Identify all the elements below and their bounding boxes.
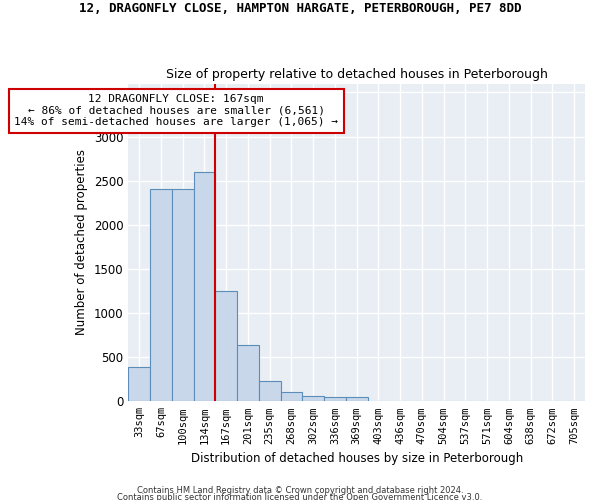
Bar <box>281 392 302 402</box>
Text: Contains HM Land Registry data © Crown copyright and database right 2024.: Contains HM Land Registry data © Crown c… <box>137 486 463 495</box>
Bar <box>259 381 281 402</box>
Title: Size of property relative to detached houses in Peterborough: Size of property relative to detached ho… <box>166 68 548 81</box>
Bar <box>302 396 324 402</box>
Text: 12 DRAGONFLY CLOSE: 167sqm
← 86% of detached houses are smaller (6,561)
14% of s: 12 DRAGONFLY CLOSE: 167sqm ← 86% of deta… <box>14 94 338 128</box>
Bar <box>324 397 346 402</box>
Bar <box>215 291 237 402</box>
Y-axis label: Number of detached properties: Number of detached properties <box>75 150 88 336</box>
Text: Contains public sector information licensed under the Open Government Licence v3: Contains public sector information licen… <box>118 494 482 500</box>
Bar <box>237 345 259 402</box>
Bar <box>172 190 194 402</box>
X-axis label: Distribution of detached houses by size in Peterborough: Distribution of detached houses by size … <box>191 452 523 465</box>
Bar <box>150 190 172 402</box>
Bar <box>194 172 215 402</box>
Bar <box>128 367 150 402</box>
Bar <box>346 397 368 402</box>
Text: 12, DRAGONFLY CLOSE, HAMPTON HARGATE, PETERBOROUGH, PE7 8DD: 12, DRAGONFLY CLOSE, HAMPTON HARGATE, PE… <box>79 2 521 16</box>
